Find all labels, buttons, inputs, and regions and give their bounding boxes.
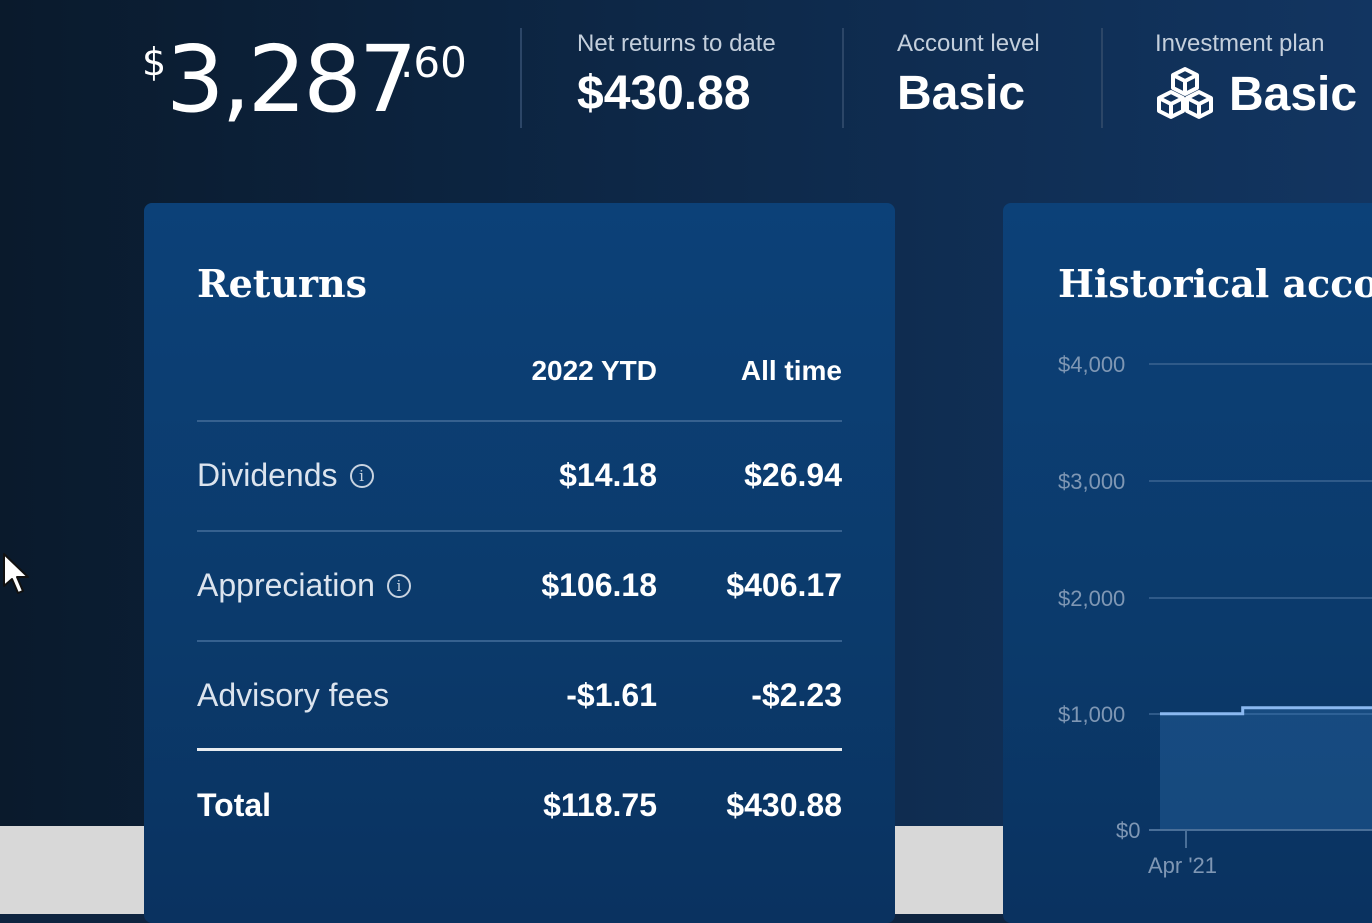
chart-series-line xyxy=(1160,706,1372,716)
account-level-stat: Account level Basic xyxy=(897,30,1040,121)
advisory-fees-label: Advisory fees xyxy=(197,677,390,713)
x-axis-line xyxy=(1149,829,1372,831)
advisory-fees-all-time: -$2.23 xyxy=(751,677,842,713)
y-tick-label: $3,000 xyxy=(1058,469,1126,494)
column-header-all-time: All time xyxy=(740,355,842,386)
dividends-all-time: $26.94 xyxy=(744,457,842,493)
grid-line xyxy=(1149,597,1372,599)
total-ytd: $118.75 xyxy=(543,787,657,823)
historical-card: Historical accoun $4,000 $3,000 $2,000 $… xyxy=(1003,203,1372,923)
historical-title: Historical accoun xyxy=(1058,261,1372,306)
net-returns-stat: Net returns to date $430.88 xyxy=(577,30,776,121)
historical-chart xyxy=(1160,706,1372,848)
row-label-dividends: Dividends i xyxy=(197,457,374,494)
grid-line xyxy=(1149,713,1372,715)
advisory-fees-ytd: -$1.61 xyxy=(566,677,657,713)
y-tick-label: $4,000 xyxy=(1058,352,1126,377)
x-tick-label: Apr '21 xyxy=(1148,853,1218,878)
row-label-total: Total xyxy=(197,787,271,824)
total-all-time: $430.88 xyxy=(726,787,842,823)
dividends-ytd: $14.18 xyxy=(559,457,657,493)
balance-currency: $ xyxy=(142,40,167,84)
total-label: Total xyxy=(197,787,272,823)
net-returns-value: $430.88 xyxy=(577,67,751,120)
investment-plan-stat[interactable]: Investment plan Basic F xyxy=(1155,30,1372,122)
account-level-label: Account level xyxy=(897,30,1040,57)
investment-plan-value-row: Basic F xyxy=(1155,66,1372,122)
investment-plan-value: Basic F xyxy=(1229,67,1372,121)
stat-divider xyxy=(520,28,522,128)
table-divider xyxy=(197,420,842,422)
returns-card: Returns 2022 YTD All time Dividends i $1… xyxy=(144,203,895,923)
account-level-value: Basic xyxy=(897,67,1026,120)
column-header-ytd: 2022 YTD xyxy=(531,355,657,386)
chart-area-fill xyxy=(1160,707,1372,829)
appreciation-all-time: $406.17 xyxy=(726,567,842,603)
investment-plan-label: Investment plan xyxy=(1155,30,1325,57)
appreciation-ytd: $106.18 xyxy=(541,567,657,603)
balance-cents: .60 xyxy=(400,38,467,87)
row-label-advisory-fees: Advisory fees xyxy=(197,677,389,714)
grid-line xyxy=(1149,480,1372,482)
appreciation-label: Appreciation xyxy=(197,567,375,603)
row-label-appreciation: Appreciation i xyxy=(197,567,411,604)
y-tick-label: $0 xyxy=(1116,818,1141,843)
info-icon[interactable]: i xyxy=(386,573,411,598)
returns-title: Returns xyxy=(197,261,367,306)
info-icon[interactable]: i xyxy=(349,463,374,488)
cubes-icon xyxy=(1157,67,1213,119)
table-divider xyxy=(197,640,842,642)
y-tick-label: $1,000 xyxy=(1058,702,1126,727)
balance-whole: 3,287 xyxy=(166,26,417,133)
grid-line xyxy=(1149,363,1372,365)
table-divider xyxy=(197,530,842,532)
y-tick-label: $2,000 xyxy=(1058,586,1126,611)
stat-divider xyxy=(1101,28,1103,128)
dividends-label: Dividends xyxy=(197,457,338,493)
mouse-cursor-icon xyxy=(3,553,29,594)
total-divider xyxy=(197,748,842,751)
net-returns-label: Net returns to date xyxy=(577,30,776,57)
stat-divider xyxy=(842,28,844,128)
